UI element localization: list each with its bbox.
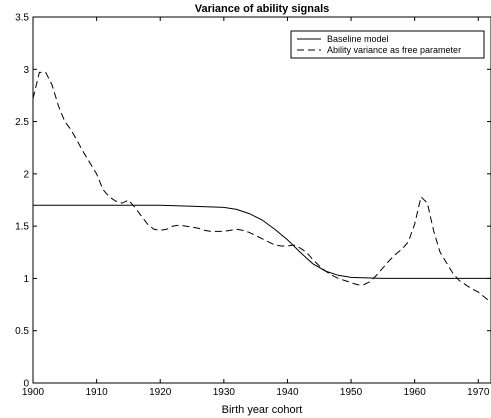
x-tick-label: 1950: [340, 387, 363, 398]
x-tick-label: 1900: [22, 387, 45, 398]
x-tick-label: 1910: [85, 387, 108, 398]
plot-area: [32, 16, 491, 384]
axis-ticks: 1900 1910 1920 1930 1940 1950 1960 1970 0 0.5 1 1.5…: [15, 13, 491, 398]
plot-frame: [32, 16, 491, 384]
y-tick-label: 0.5: [15, 326, 29, 337]
x-tick-label: 1940: [276, 387, 299, 398]
legend-label: Baseline model: [327, 34, 389, 44]
y-tick-label: 1.5: [15, 222, 29, 233]
y-tick-label: 3.5: [15, 13, 29, 24]
baseline-series-line: [33, 204, 491, 279]
y-tick-label: 1: [23, 274, 29, 285]
y-tick-label: 2.5: [15, 117, 29, 128]
y-tick-label: 2: [23, 169, 29, 180]
x-axis-label: Birth year cohort: [222, 404, 303, 416]
legend-box: [290, 30, 485, 59]
x-tick-label: 1920: [149, 387, 172, 398]
chart-title: Variance of ability signals: [195, 3, 330, 15]
x-tick-label: 1960: [404, 387, 427, 398]
series-group: [33, 71, 491, 303]
x-tick-label: 1930: [213, 387, 236, 398]
free-parameter-series-line: [33, 71, 491, 303]
legend-label: Ability variance as free parameter: [327, 45, 461, 55]
y-tick-label: 0: [23, 379, 29, 390]
x-tick-label: 1970: [467, 387, 490, 398]
y-tick-label: 3: [23, 65, 29, 76]
